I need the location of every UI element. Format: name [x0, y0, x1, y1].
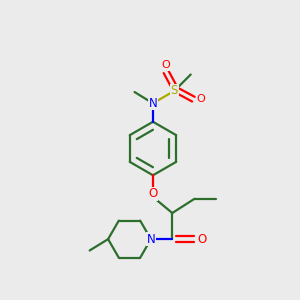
Text: O: O	[162, 60, 170, 70]
Text: O: O	[197, 233, 207, 246]
Text: N: N	[146, 233, 155, 246]
Text: O: O	[197, 94, 206, 104]
Text: S: S	[171, 84, 178, 98]
Text: O: O	[148, 188, 158, 200]
Text: N: N	[148, 97, 157, 110]
